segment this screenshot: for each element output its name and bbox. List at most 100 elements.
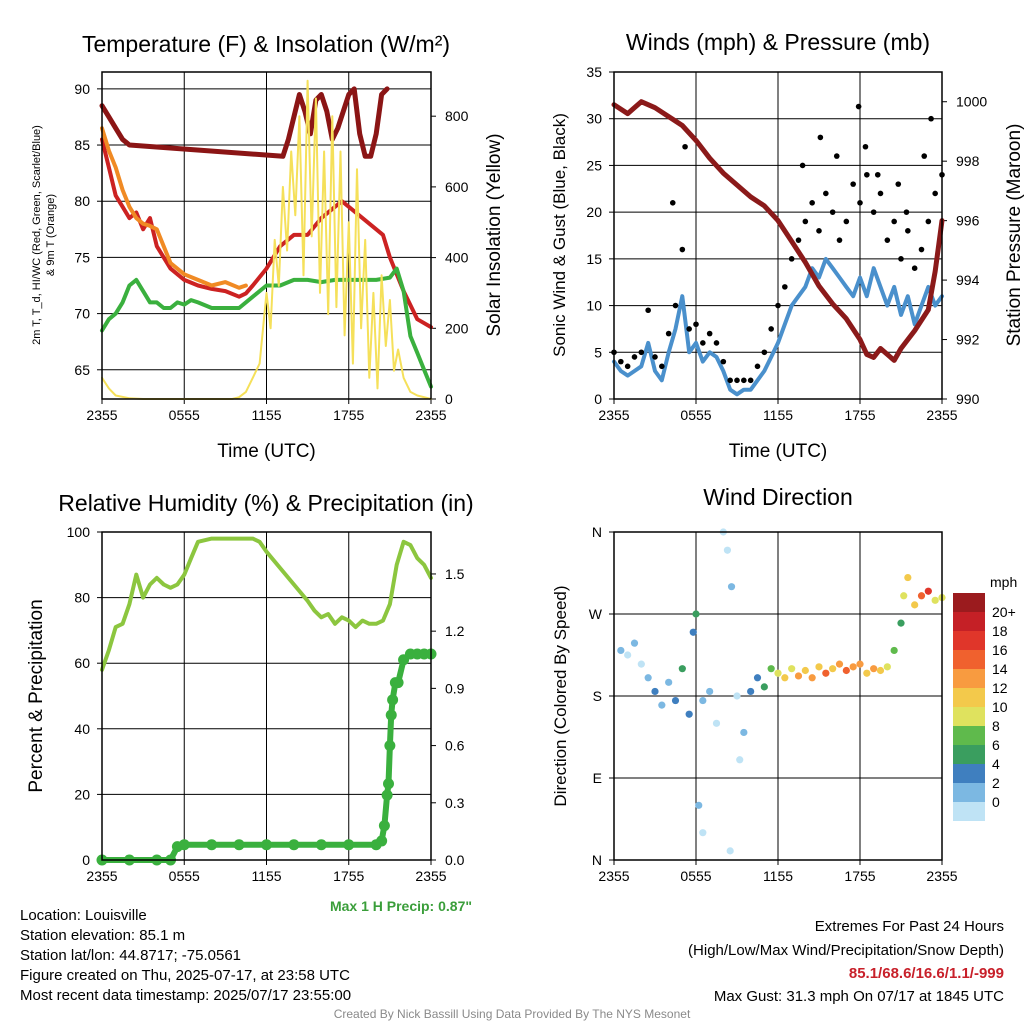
direction-point [624,651,632,659]
legend-label: 4 [992,756,1000,772]
legend-label: 2 [992,775,1000,791]
humidity-panel: 2355 0555 1155 1755 2355 Relative Humidity (%… [26,490,474,914]
x-axis-label: Time (UTC) [729,441,828,462]
direction-point [723,546,732,554]
y-tick-label: 20 [74,786,90,802]
t9m-line [100,126,248,290]
gust-point [669,200,676,206]
direction-point [617,646,625,655]
recent-data-text: Most recent data timestamp: 2025/07/17 2… [20,987,352,1004]
gust-point [747,377,754,384]
x-tick-label: 1155 [763,407,793,423]
direction-point [706,687,714,696]
direction-point [897,619,905,627]
y-right-tick-label: 1.2 [445,623,465,639]
x-tick-label: 1755 [333,868,364,884]
gust-point [862,143,869,150]
y-tick-label: 65 [74,362,90,378]
legend-label: 0 [992,794,1000,810]
wind-speed-line [612,256,944,397]
panel-title: Winds (mph) & Pressure (mb) [626,29,930,55]
x-tick-label: 1755 [333,407,364,423]
gust-point [918,246,925,253]
y-right-tick-label: 994 [956,272,980,288]
direction-point [924,587,932,595]
x-tick-label: 1155 [251,407,281,423]
direction-point [753,674,762,682]
gust-point [895,181,902,187]
gust-point [761,349,768,356]
direction-point [630,639,639,647]
panel-title: Temperature (F) & Insolation (W/m²) [82,31,450,57]
direction-point [911,601,919,609]
x-tick-label: 2355 [598,868,629,884]
y-tick-label: 90 [74,81,90,97]
direction-point [637,660,645,668]
direction-point [695,801,703,809]
gust-point [720,358,727,365]
precip-point [376,835,388,847]
x-tick-label: 2355 [926,407,957,423]
direction-point [904,573,912,582]
direction-point [760,683,768,691]
plot-border [613,71,943,400]
plot-border [613,531,943,861]
direction-point [870,665,878,673]
y-tick-label: 25 [586,157,602,173]
direction-point [890,646,898,655]
precip-point [384,740,396,752]
gust-point [795,237,802,243]
direction-point [801,666,809,675]
x-tick-label: 2355 [598,407,629,423]
precip-point [343,839,355,851]
precip-point [383,778,395,790]
gust-point [679,246,686,253]
direction-point [856,660,864,668]
precip-point [378,820,390,832]
gust-point [727,377,733,384]
y-right-tick-label: 1.5 [445,566,465,582]
y-right-tick-label: 990 [956,391,980,407]
gust-point [870,209,877,215]
gust-point [652,354,658,360]
gust-point [864,171,870,178]
gust-point [693,321,699,328]
legend-swatch [953,669,985,688]
gust-point [638,349,645,356]
x-tick-label: 1155 [251,868,281,884]
legend-swatch [953,783,985,802]
pressure-line [611,99,945,363]
gust-point [686,326,692,332]
y-right-tick-label: 0 [445,391,453,407]
direction-point [815,663,823,671]
direction-point [740,728,748,737]
gust-point [665,330,672,337]
max-precip-label: Max 1 H Precip: 0.87" [330,898,472,914]
legend-swatch [953,802,985,821]
y-tick-label: 0 [82,852,90,868]
gust-point [905,228,911,234]
y-right-tick-label: 0.3 [445,795,465,811]
direction-point [931,596,939,604]
y-right-axis-label: Solar Insolation (Yellow) [484,133,505,336]
y-right-tick-label: 200 [445,320,469,336]
gust-point [700,340,706,346]
legend-label: 14 [992,661,1008,677]
extremes-title: Extremes For Past 24 Hours [814,918,1004,935]
legend-label: 18 [992,623,1008,639]
direction-point [781,674,789,682]
precip-point [385,709,397,721]
y-tick-label: 15 [586,251,602,267]
legend-swatch [953,764,985,783]
gust-point [809,200,815,206]
y-right-tick-label: 0.9 [445,680,465,696]
winds-panel: 2355 0555 1155 1755 2355 Winds (mph) & Pressu… [550,29,1024,462]
x-axis-label: Time (UTC) [217,441,316,462]
gust-point [884,237,891,243]
gust-point [788,256,795,262]
gust-point [645,307,651,314]
y-right-tick-label: 998 [956,153,980,169]
hi-line [99,86,390,159]
legend-label: 10 [992,699,1008,715]
